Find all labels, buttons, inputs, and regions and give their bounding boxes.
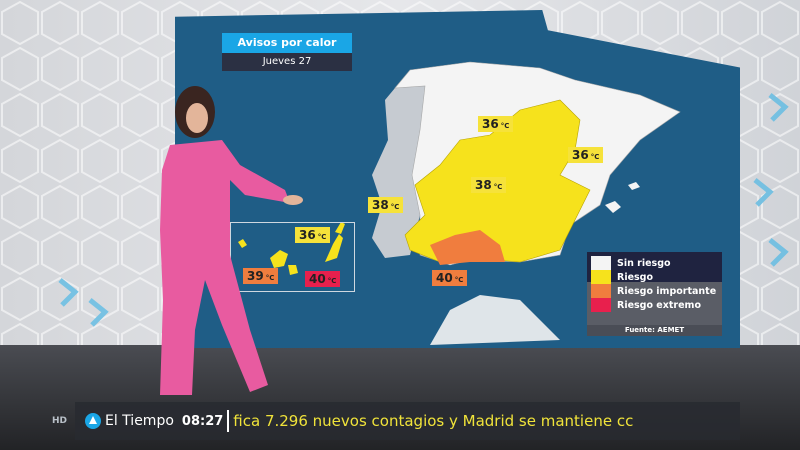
temp-unit: °C (317, 233, 327, 241)
temp-unit: °C (454, 276, 464, 284)
legend-item: Riesgo extremo (591, 298, 701, 312)
temp-label: 39 °C (243, 268, 279, 284)
map-title-box: Avisos por calor Jueves 27 (222, 33, 352, 71)
map-legend: Sin riesgo Riesgo Riesgo importante Ries… (587, 252, 722, 336)
risk-zone-orange (430, 230, 505, 265)
portugal (372, 86, 425, 258)
legend-label: Riesgo importante (617, 285, 717, 297)
legend-item: Sin riesgo (591, 256, 671, 270)
temp-unit: °C (493, 183, 503, 191)
temp-unit: °C (390, 203, 400, 211)
temp-value: 36 (299, 228, 316, 242)
temp-label: 40 °C (432, 270, 468, 286)
temp-label: 38 °C (368, 197, 404, 213)
legend-label: Riesgo (617, 271, 653, 283)
ticker-headline: fica 7.296 nuevos contagios y Madrid se … (233, 412, 634, 430)
temp-label: 38 °C (471, 177, 507, 193)
legend-label: Sin riesgo (617, 257, 671, 269)
map-title: Avisos por calor (222, 33, 352, 53)
antena3-logo-icon (85, 413, 101, 429)
legend-swatch (591, 284, 611, 298)
temp-unit: °C (500, 122, 510, 130)
africa-coast (430, 295, 560, 345)
balearic-islands (605, 182, 640, 213)
temp-unit: °C (327, 277, 337, 285)
legend-item: Riesgo (591, 270, 653, 284)
temp-label: 36 °C (295, 227, 331, 243)
temp-unit: °C (265, 274, 275, 282)
temp-value: 38 (475, 178, 492, 192)
temp-value: 36 (482, 117, 499, 131)
temp-value: 39 (247, 269, 264, 283)
hd-badge: HD (52, 416, 68, 426)
legend-label: Riesgo extremo (617, 299, 701, 311)
legend-swatch (591, 270, 611, 284)
temp-unit: °C (590, 153, 600, 161)
temp-value: 36 (572, 148, 589, 162)
temp-value: 40 (309, 272, 326, 286)
legend-item: Riesgo importante (591, 284, 716, 298)
temp-value: 40 (436, 271, 453, 285)
news-ticker: El Tiempo 08:27 fica 7.296 nuevos contag… (75, 402, 740, 440)
temp-label: 36 °C (478, 116, 514, 132)
program-name: El Tiempo (105, 413, 174, 429)
clock: 08:27 (181, 413, 224, 429)
temp-value: 38 (372, 198, 389, 212)
legend-source: Fuente: AEMET (587, 325, 722, 336)
map-date: Jueves 27 (222, 53, 352, 71)
temp-label: 40 °C (305, 271, 341, 287)
legend-swatch (591, 256, 611, 270)
ticker-divider (227, 410, 230, 432)
temp-label: 36 °C (568, 147, 604, 163)
legend-swatch (591, 298, 611, 312)
